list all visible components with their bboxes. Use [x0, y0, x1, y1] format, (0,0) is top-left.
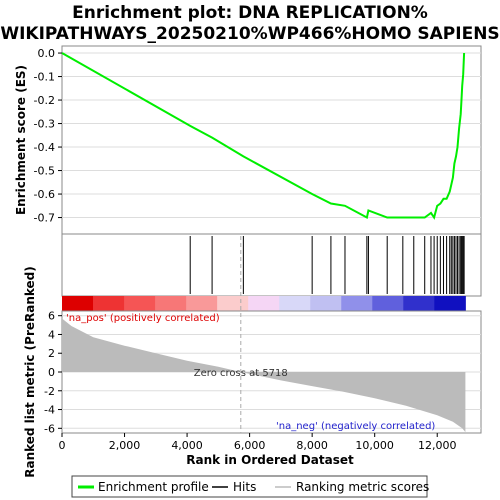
metric-ylabel: Ranked list metric (PreRanked): [23, 266, 37, 478]
heatbar-segment: [217, 296, 249, 311]
metric-tick-label: -6: [44, 422, 55, 435]
x-tick-label: 4,000: [171, 439, 203, 452]
heatbar-segment: [403, 296, 435, 311]
es-tick-label: -0.3: [34, 118, 55, 131]
heatbar-segment: [310, 296, 342, 311]
metric-tick-label: -2: [44, 385, 55, 398]
es-tick-label: -0.5: [34, 165, 55, 178]
es-ylabel: Enrichment score (ES): [14, 65, 28, 215]
pos-correlated-label: 'na_pos' (positively correlated): [66, 313, 220, 324]
metric-tick-label: -4: [44, 404, 55, 417]
legend-hits-label: Hits: [233, 480, 256, 494]
es-tick-label: -0.1: [34, 71, 55, 84]
heatbar-segment: [372, 296, 404, 311]
x-ticks: 0 2,000 4,000 6,000 8,000 10,000 12,000: [59, 433, 457, 452]
rank-heatbar: [62, 296, 466, 311]
legend-enrichment-label: Enrichment profile: [98, 480, 209, 494]
hits-panel: [62, 234, 481, 296]
metric-tick-label: 2: [48, 347, 55, 360]
heatbar-segment: [124, 296, 156, 311]
heatbar-segment: [434, 296, 466, 311]
x-tick-label: 10,000: [355, 439, 394, 452]
heatbar-segment: [341, 296, 373, 311]
chart-title-line1: Enrichment plot: DNA REPLICATION%: [72, 3, 428, 23]
x-tick-label: 12,000: [418, 439, 457, 452]
neg-correlated-label: 'na_neg' (negatively correlated): [276, 421, 435, 432]
x-tick-label: 0: [59, 439, 66, 452]
metric-y-ticks: 6 4 2 0 -2 -4 -6: [44, 310, 62, 436]
es-tick-label: -0.2: [34, 94, 55, 107]
x-tick-label: 2,000: [109, 439, 141, 452]
es-y-ticks: 0.0 -0.1 -0.2 -0.3 -0.4 -0.5 -0.6 -0.7: [34, 47, 62, 225]
es-tick-label: -0.4: [34, 141, 55, 154]
es-tick-label: 0.0: [38, 47, 56, 60]
es-tick-label: -0.7: [34, 212, 55, 225]
heatbar-segment: [62, 296, 94, 311]
metric-tick-label: 4: [48, 328, 55, 341]
metric-tick-label: 0: [48, 366, 55, 379]
x-tick-label: 8,000: [296, 439, 328, 452]
heatbar-segment: [155, 296, 187, 311]
zero-cross-label: Zero cross at 5718: [194, 368, 288, 379]
metric-tick-label: 6: [48, 310, 55, 323]
heatbar-segment: [93, 296, 125, 311]
x-axis-label: Rank in Ordered Dataset: [186, 453, 354, 467]
legend-metric-label: Ranking metric scores: [296, 480, 429, 494]
chart-title-line2: WIKIPATHWAYS_20250210%WP466%HOMO SAPIENS: [0, 24, 499, 44]
es-panel: [62, 46, 481, 234]
heatbar-segment: [279, 296, 311, 311]
heatbar-segment: [186, 296, 218, 311]
x-tick-label: 6,000: [234, 439, 266, 452]
es-tick-label: -0.6: [34, 188, 55, 201]
heatbar-segment: [248, 296, 280, 311]
